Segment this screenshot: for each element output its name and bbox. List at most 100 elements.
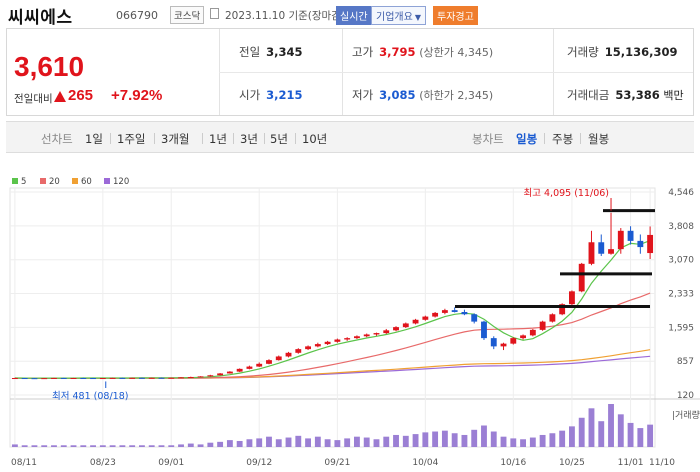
candle	[226, 371, 233, 374]
candle	[139, 377, 145, 379]
candle	[21, 378, 28, 380]
company-overview-dropdown[interactable]: 기업개요 ▼	[371, 6, 426, 25]
candle	[266, 360, 272, 364]
volume-bar	[578, 417, 585, 447]
period-5y[interactable]: 5년	[270, 132, 288, 146]
candle	[90, 378, 96, 380]
period-monthly[interactable]: 월봉	[588, 132, 610, 146]
period-bar: 선차트 1일 1주일 3개월 1년 3년 5년 10년 봉차트 일봉 주봉 월봉	[6, 121, 694, 153]
current-price: 3,610	[14, 51, 85, 82]
volume-bar	[305, 438, 311, 447]
candle	[314, 344, 321, 347]
volume-bar	[148, 445, 155, 447]
period-1w[interactable]: 1주일	[117, 132, 146, 146]
period-10y[interactable]: 10년	[302, 132, 328, 146]
period-3m[interactable]: 3개월	[161, 132, 190, 146]
prev-close-label: 전일	[239, 45, 261, 59]
volume-bar	[647, 424, 654, 447]
legend-swatch-ma120	[104, 178, 110, 184]
change-percent: +7.92%	[111, 87, 163, 104]
volume-bar	[119, 445, 126, 447]
volume-bar	[70, 445, 77, 447]
volume-bar	[139, 445, 145, 447]
x-tick-label: 11/10	[649, 458, 675, 468]
volume-bar	[588, 408, 595, 447]
candle	[481, 321, 487, 339]
prev-close-value: 3,345	[266, 45, 303, 59]
volume-bar	[80, 445, 87, 447]
trade-value-amount: 53,386	[615, 88, 660, 102]
candle	[324, 341, 331, 345]
candle	[11, 378, 18, 380]
candle	[383, 330, 390, 334]
line-chart-label: 선차트	[41, 132, 73, 146]
candle	[344, 338, 351, 340]
candle	[236, 368, 243, 372]
y-tick-label: 2,333	[668, 290, 694, 300]
candle	[60, 377, 67, 379]
realtime-button[interactable]: 실시간	[336, 6, 372, 25]
upper-limit: (상한가 4,345)	[419, 46, 494, 59]
volume-bar	[99, 445, 106, 447]
x-tick-label: 10/04	[412, 458, 438, 468]
volume-bar	[559, 430, 566, 447]
low-value: 3,085	[379, 88, 416, 102]
candle	[588, 242, 595, 264]
stock-name: 씨씨에스	[8, 8, 73, 28]
period-weekly[interactable]: 주봉	[552, 132, 574, 146]
change-label: 전일대비	[14, 93, 53, 105]
change-value: 265	[68, 87, 94, 104]
price-summary: 3,610 전일대비 265 +7.92% 전일 3,345 고가 3,795 (상…	[6, 28, 694, 116]
candle	[285, 352, 292, 357]
y-tick-label: 120	[677, 391, 694, 401]
volume-bar	[510, 438, 517, 447]
volume-bar	[451, 433, 458, 447]
volume-bar	[168, 445, 175, 447]
investment-warning-badge[interactable]: 투자경고	[433, 6, 478, 25]
y-tick-label: 857	[677, 357, 694, 367]
volume-bar	[21, 445, 28, 447]
volume-bar	[344, 438, 351, 447]
volume-bar	[569, 426, 575, 447]
candle	[197, 376, 204, 378]
x-tick-label: 08/23	[90, 458, 116, 468]
candle	[529, 329, 536, 336]
volume-bar	[324, 439, 331, 447]
volume-bar	[637, 428, 644, 447]
legend-ma5: 5	[21, 177, 26, 187]
candle	[393, 327, 399, 331]
volume-bar	[373, 439, 380, 447]
volume-bar	[490, 431, 497, 447]
divider	[219, 72, 693, 73]
volume-bar	[197, 444, 204, 447]
period-3y[interactable]: 3년	[240, 132, 258, 146]
volume-bar	[51, 445, 57, 447]
volume-bar	[549, 433, 556, 447]
period-daily[interactable]: 일봉	[516, 132, 538, 146]
period-1y[interactable]: 1년	[209, 132, 227, 146]
y-tick-label: 3,808	[668, 222, 694, 232]
candle	[627, 230, 634, 241]
candle	[178, 377, 184, 379]
volume-bar	[129, 445, 136, 447]
candle	[520, 335, 526, 339]
high-annotation: 최고 4,095 (11/06)	[524, 188, 610, 199]
market-badge: 코스닥	[170, 6, 205, 24]
volume-bar	[41, 445, 48, 447]
candle	[148, 377, 155, 379]
period-1d[interactable]: 1일	[85, 132, 103, 146]
calendar-icon	[210, 8, 219, 19]
volume-bar	[471, 429, 478, 447]
volume-bar	[598, 421, 605, 447]
candle	[500, 343, 507, 347]
volume-bar	[422, 432, 429, 447]
candlestick-chart[interactable]: 5 20 60 120 최고 4,095 (11/06) 최저 481 (08/1…	[0, 160, 700, 472]
volume-bar	[520, 439, 526, 447]
y-tick-label: 4,546	[668, 188, 694, 198]
volume-bar	[256, 438, 263, 447]
candle	[617, 230, 624, 250]
high-value: 3,795	[379, 45, 416, 59]
x-tick-label: 10/16	[500, 458, 526, 468]
candle	[109, 377, 116, 379]
candle	[510, 338, 517, 344]
